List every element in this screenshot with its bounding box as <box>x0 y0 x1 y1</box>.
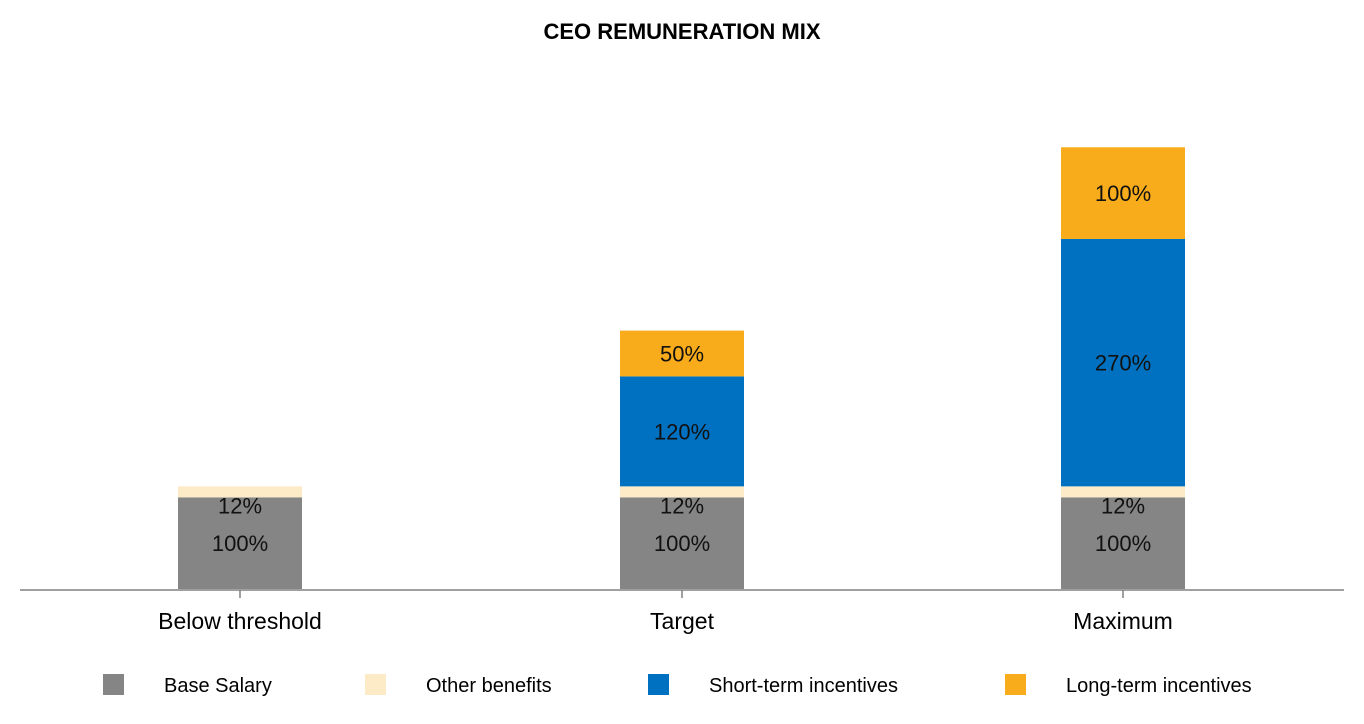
bar-target-base-salary <box>620 497 744 589</box>
data-label-maximum-base-salary: 100% <box>1095 531 1151 556</box>
legend-swatch-long-term-incentives <box>1005 674 1026 695</box>
bar-target-other-benefits <box>620 486 744 498</box>
bar-maximum-long-term-incentives <box>1061 147 1185 239</box>
data-label-target-base-salary: 100% <box>654 531 710 556</box>
bar-below-threshold-base-salary <box>178 497 302 589</box>
legend-label-base-salary: Base Salary <box>164 675 272 697</box>
bar-below-threshold-other-benefits <box>178 486 302 498</box>
tick-label-target: Target <box>650 608 715 634</box>
data-label-below-threshold-base-salary: 100% <box>212 531 268 556</box>
chart-title: CEO REMUNERATION MIX <box>543 19 820 44</box>
data-label-below-threshold-other-benefits: 12% <box>218 493 262 518</box>
data-label-maximum-long-term-incentives: 100% <box>1095 181 1151 206</box>
legend-swatch-base-salary <box>103 674 124 695</box>
tick-label-maximum: Maximum <box>1073 608 1173 634</box>
legend-label-other-benefits: Other benefits <box>426 675 552 697</box>
legend-swatch-other-benefits <box>365 674 386 695</box>
bar-maximum-short-term-incentives <box>1061 238 1185 487</box>
bar-maximum-base-salary <box>1061 497 1185 589</box>
legend-label-long-term-incentives: Long-term incentives <box>1066 675 1252 697</box>
data-label-target-long-term-incentives: 50% <box>660 341 704 366</box>
legend-label-short-term-incentives: Short-term incentives <box>709 675 898 697</box>
x-axis-ticks: Below threshold Target Maximum <box>158 590 1173 634</box>
legend-swatch-short-term-incentives <box>648 674 669 695</box>
bar-maximum-other-benefits <box>1061 486 1185 498</box>
bar-target-long-term-incentives <box>620 330 744 377</box>
bars-group: 100% 12% 100% 12% 120% 50% 100% 12% 270% 100% <box>178 147 1185 589</box>
tick-label-below-threshold: Below threshold <box>158 608 322 634</box>
data-label-target-other-benefits: 12% <box>660 493 704 518</box>
legend: Base Salary Other benefits Short-term ince… <box>103 674 1252 697</box>
data-label-maximum-other-benefits: 12% <box>1101 493 1145 518</box>
data-label-target-short-term-incentives: 120% <box>654 419 710 444</box>
bar-target-short-term-incentives <box>620 376 744 487</box>
data-label-maximum-short-term-incentives: 270% <box>1095 351 1151 376</box>
